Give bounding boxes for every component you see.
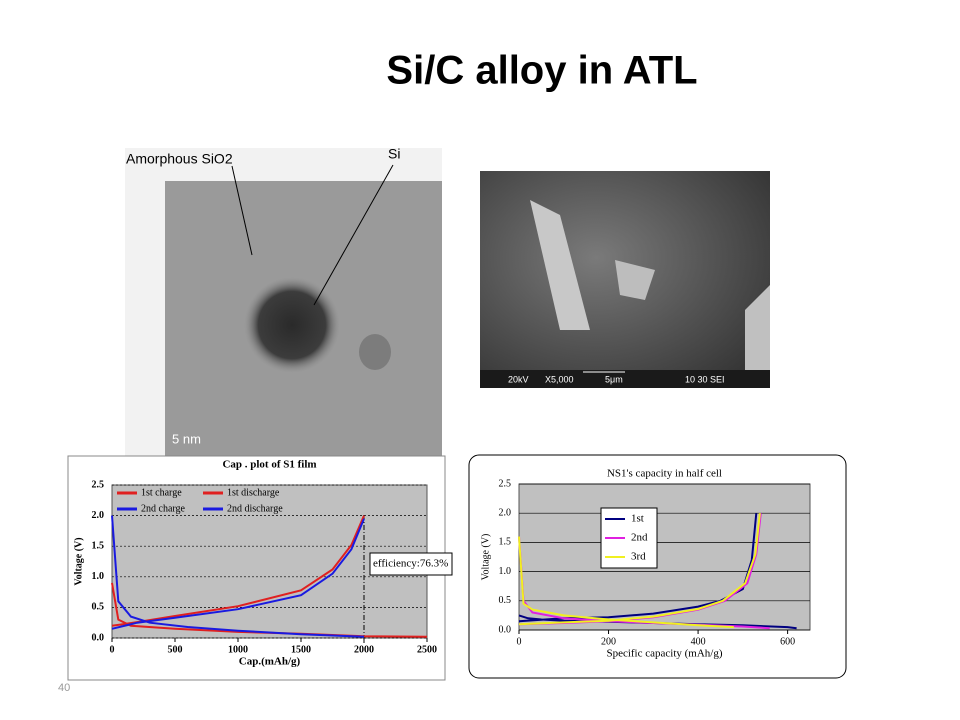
x-tick-label: 2500 xyxy=(417,644,437,655)
page-number: 40 xyxy=(58,682,70,694)
x-axis-label: Specific capacity (mAh/g) xyxy=(606,648,722,660)
sem-info: 5μm xyxy=(605,374,623,384)
sem-info: 20kV xyxy=(508,374,529,384)
sem-flake xyxy=(745,285,770,370)
series-line xyxy=(111,518,365,630)
annotation-box xyxy=(369,552,453,576)
y-tick-label: 2.5 xyxy=(499,478,512,489)
tem-label: Amorphous SiO2 xyxy=(126,151,233,167)
y-axis-label: Voltage (V) xyxy=(73,537,84,585)
chart-title: Cap . plot of S1 film xyxy=(222,459,316,471)
y-tick-label: 0.5 xyxy=(92,602,105,613)
series-line xyxy=(111,515,365,638)
y-tick-label: 1.5 xyxy=(92,540,105,551)
x-tick-label: 1500 xyxy=(291,644,311,655)
sem-flake xyxy=(530,200,590,330)
scale-bar-label: 5 nm xyxy=(172,431,201,446)
x-tick-label: 400 xyxy=(691,636,706,647)
tem-label: Si xyxy=(388,146,400,162)
tem-feature xyxy=(359,334,391,370)
sem-info-bar xyxy=(480,370,770,388)
si-particle xyxy=(244,277,340,373)
slide-title: Si/C alloy in ATL xyxy=(386,49,697,93)
x-tick-label: 2000 xyxy=(354,644,374,655)
legend-label: 1st xyxy=(631,513,644,525)
y-tick-label: 2.0 xyxy=(499,507,512,518)
x-tick-label: 200 xyxy=(601,636,616,647)
sem-flake xyxy=(615,260,655,300)
x-tick-label: 0 xyxy=(110,644,115,655)
y-tick-label: 1.5 xyxy=(499,537,512,548)
x-tick-label: 600 xyxy=(780,636,795,647)
tem-image: Amorphous SiO2 Si 5 nm xyxy=(125,146,442,458)
x-tick-label: 1000 xyxy=(228,644,248,655)
y-axis-label: Voltage (V) xyxy=(480,534,491,581)
chart-title: NS1's capacity in half cell xyxy=(607,468,722,480)
x-tick-label: 0 xyxy=(517,636,522,647)
legend-label: 1st charge xyxy=(141,487,182,498)
y-tick-label: 0.0 xyxy=(499,624,512,635)
y-tick-label: 2.5 xyxy=(92,479,105,490)
legend-label: 1st discharge xyxy=(227,487,280,498)
legend-label: 2nd charge xyxy=(141,503,186,514)
y-tick-label: 2.0 xyxy=(92,510,105,521)
x-tick-label: 500 xyxy=(168,644,183,655)
plot-area xyxy=(518,483,811,631)
annotation: efficiency:76.3% xyxy=(373,558,448,570)
legend-label: 2nd xyxy=(631,532,648,544)
arrow xyxy=(313,164,394,306)
arrow xyxy=(231,165,253,256)
series-line xyxy=(518,513,761,629)
sem-info: 10 30 SEI xyxy=(685,374,725,384)
legend-label: 2nd discharge xyxy=(227,503,283,514)
y-tick-label: 0.0 xyxy=(92,632,105,643)
y-tick-label: 0.5 xyxy=(499,595,512,606)
sem-image: 20kV X5,000 5μm 10 30 SEI xyxy=(480,171,770,388)
legend-label: 3rd xyxy=(631,551,646,563)
y-tick-label: 1.0 xyxy=(499,566,512,577)
x-axis-label: Cap.(mAh/g) xyxy=(239,656,301,668)
y-tick-label: 1.0 xyxy=(92,571,105,582)
sem-info: X5,000 xyxy=(545,374,574,384)
